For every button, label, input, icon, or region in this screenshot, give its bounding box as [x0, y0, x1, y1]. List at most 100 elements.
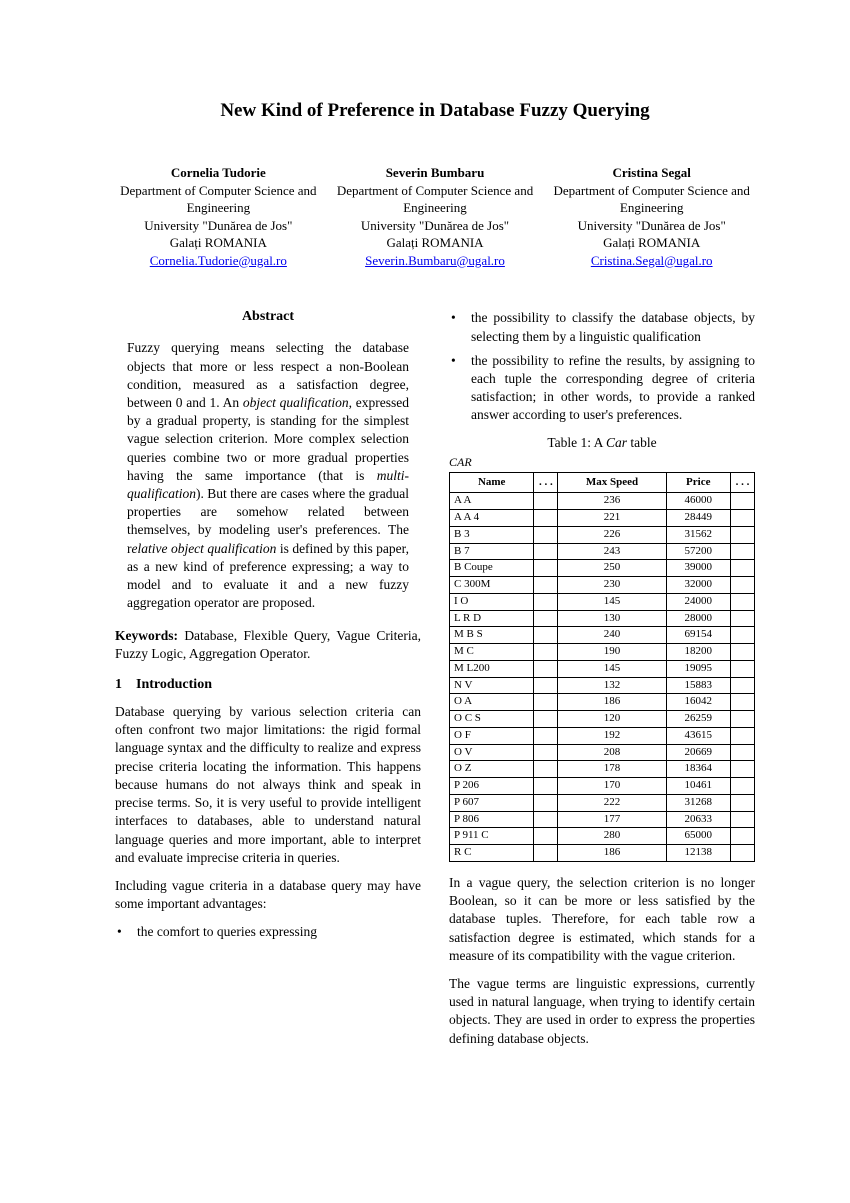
author-email[interactable]: Severin.Bumbaru@ugal.ro [332, 252, 539, 270]
cell-price: 28449 [666, 510, 730, 527]
th-price: Price [666, 472, 730, 493]
cell-dots [534, 811, 558, 828]
table-row: O F19243615 [450, 727, 755, 744]
cell-maxspeed: 280 [558, 828, 666, 845]
table-row: P 911 C 28065000 [450, 828, 755, 845]
author-block: Cristina SegalDepartment of Computer Sci… [548, 164, 755, 269]
cell-dots [731, 794, 755, 811]
keywords-label: Keywords: [115, 628, 178, 643]
bullet-icon: • [115, 923, 137, 941]
cell-dots [731, 543, 755, 560]
cell-price: 15883 [666, 677, 730, 694]
table-row: L R D13028000 [450, 610, 755, 627]
cell-dots [534, 543, 558, 560]
author-name: Cornelia Tudorie [115, 164, 322, 182]
table-row: C 300M23032000 [450, 577, 755, 594]
cell-name: O F [450, 727, 534, 744]
author-univ: University "Dunărea de Jos" [332, 217, 539, 235]
cell-name: L R D [450, 610, 534, 627]
authors-row: Cornelia Tudorie Department of Computer S… [115, 164, 755, 269]
cell-name: M C [450, 644, 534, 661]
cell-dots [534, 794, 558, 811]
cell-dots [534, 526, 558, 543]
cell-maxspeed: 130 [558, 610, 666, 627]
cell-dots [534, 727, 558, 744]
paper-title: New Kind of Preference in Database Fuzzy… [115, 100, 755, 122]
th-dots-2: . . . [731, 472, 755, 493]
table-row: P 80617720633 [450, 811, 755, 828]
cell-name: O V [450, 744, 534, 761]
cell-price: 69154 [666, 627, 730, 644]
right-paragraph-2: The vague terms are linguistic expressio… [449, 975, 755, 1048]
intro-paragraph-2: Including vague criteria in a database q… [115, 877, 421, 913]
cell-dots [731, 811, 755, 828]
cell-dots [731, 577, 755, 594]
cell-name: P 206 [450, 778, 534, 795]
cell-maxspeed: 243 [558, 543, 666, 560]
cell-maxspeed: 186 [558, 845, 666, 862]
cell-maxspeed: 250 [558, 560, 666, 577]
table-label: CAR [449, 455, 755, 470]
cell-price: 20633 [666, 811, 730, 828]
th-name: Name [450, 472, 534, 493]
cell-maxspeed: 208 [558, 744, 666, 761]
cell-dots [731, 526, 755, 543]
section-heading: 1 Introduction [115, 677, 421, 693]
cell-name: P 911 C [450, 828, 534, 845]
cell-price: 65000 [666, 828, 730, 845]
cell-name: P 607 [450, 794, 534, 811]
cell-price: 16042 [666, 694, 730, 711]
author-univ: University "Dunărea de Jos" [548, 217, 755, 235]
cell-maxspeed: 192 [558, 727, 666, 744]
author-dept: Department of Computer Science and Engin… [332, 182, 539, 217]
author-city: Galați ROMANIA [115, 234, 322, 252]
table-row: B 7 24357200 [450, 543, 755, 560]
cell-dots [534, 761, 558, 778]
cell-price: 32000 [666, 577, 730, 594]
cell-name: O C S [450, 711, 534, 728]
bullet-icon: • [449, 309, 471, 345]
cell-dots [731, 677, 755, 694]
author-email[interactable]: Cristina.Segal@ugal.ro [548, 252, 755, 270]
cell-dots [731, 711, 755, 728]
section-title: Introduction [136, 677, 212, 692]
cell-name: B Coupe [450, 560, 534, 577]
intro-paragraph-1: Database querying by various selection c… [115, 703, 421, 867]
author-block: Severin BumbaruDepartment of Computer Sc… [332, 164, 539, 269]
author-email[interactable]: Cornelia.Tudorie@ugal.ro [115, 252, 322, 270]
table-row: A A 422128449 [450, 510, 755, 527]
cell-dots [731, 845, 755, 862]
cell-maxspeed: 177 [558, 811, 666, 828]
right-column: • the possibility to classify the databa… [449, 309, 755, 1058]
cell-maxspeed: 222 [558, 794, 666, 811]
table-row: P 60722231268 [450, 794, 755, 811]
cell-price: 18200 [666, 644, 730, 661]
table-header-row: Name . . . Max Speed Price . . . [450, 472, 755, 493]
cell-name: B 7 [450, 543, 534, 560]
table-row: O C S12026259 [450, 711, 755, 728]
table-row: M C19018200 [450, 644, 755, 661]
cell-maxspeed: 221 [558, 510, 666, 527]
author-city: Galați ROMANIA [332, 234, 539, 252]
cell-price: 57200 [666, 543, 730, 560]
table-row: P 20617010461 [450, 778, 755, 795]
author-name: Cristina Segal [548, 164, 755, 182]
cell-maxspeed: 145 [558, 593, 666, 610]
abstract-text: Fuzzy querying means selecting the datab… [127, 339, 409, 612]
table-row: M L20014519095 [450, 660, 755, 677]
cell-maxspeed: 178 [558, 761, 666, 778]
cell-price: 12138 [666, 845, 730, 862]
cell-name: O A [450, 694, 534, 711]
car-table: Name . . . Max Speed Price . . . A A2364… [449, 472, 755, 862]
left-column: Abstract Fuzzy querying means selecting … [115, 309, 421, 1058]
section-number: 1 [115, 677, 122, 692]
cell-dots [731, 778, 755, 795]
cell-name: A A [450, 493, 534, 510]
cell-dots [534, 493, 558, 510]
cell-dots [731, 627, 755, 644]
two-column-layout: Abstract Fuzzy querying means selecting … [115, 309, 755, 1058]
table-row: O A18616042 [450, 694, 755, 711]
author-univ: University "Dunărea de Jos" [115, 217, 322, 235]
cell-price: 24000 [666, 593, 730, 610]
cell-price: 26259 [666, 711, 730, 728]
